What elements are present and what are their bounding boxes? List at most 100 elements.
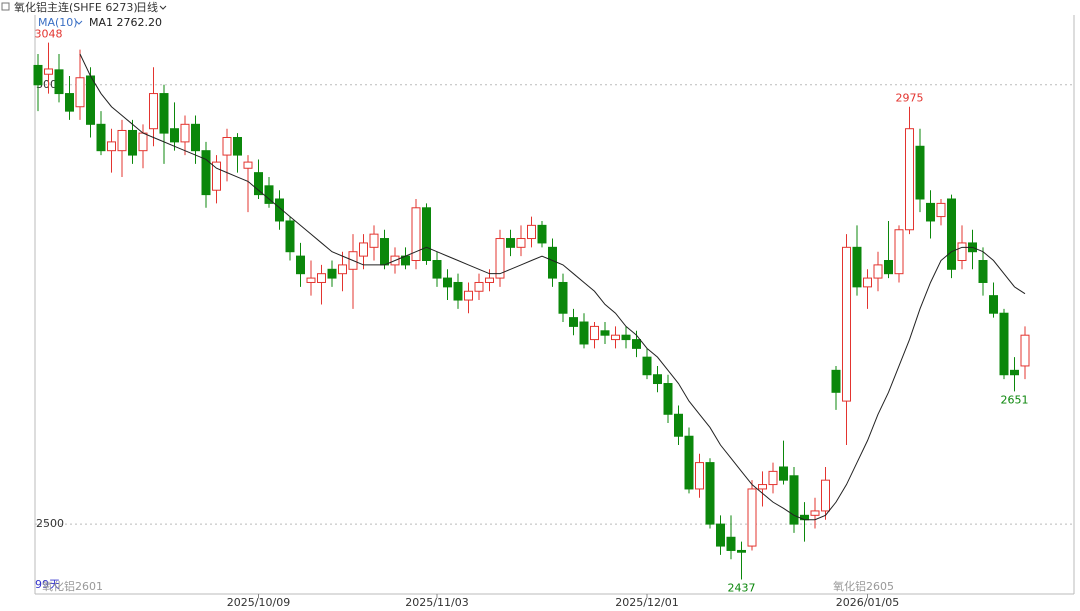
candle-body <box>663 383 673 415</box>
candle-body <box>54 69 64 95</box>
candle-body <box>894 229 904 275</box>
candle-body <box>233 136 242 156</box>
candle-body <box>117 129 127 152</box>
candle-body <box>33 64 43 86</box>
candle-body <box>149 93 158 130</box>
candle-body <box>600 330 610 336</box>
candle-body <box>863 277 872 288</box>
candle-body <box>611 334 620 341</box>
candle-body <box>821 479 830 512</box>
candle-body <box>705 462 715 525</box>
candle-body <box>1020 334 1030 367</box>
candle-body <box>516 238 526 248</box>
candle-body <box>296 255 305 275</box>
period[interactable]: 日线 <box>136 0 158 14</box>
candle-body <box>884 260 893 275</box>
candle-body <box>306 277 316 283</box>
candle-body <box>44 68 53 75</box>
candle-body <box>464 290 473 301</box>
high-label: 3048 <box>35 28 63 41</box>
candle-body <box>96 123 106 152</box>
candle-body <box>569 317 578 327</box>
candle-body <box>128 129 137 156</box>
candle-body <box>905 128 914 231</box>
candle-body <box>380 238 389 266</box>
y-tick-label: 2500 <box>36 517 64 530</box>
high-label: 2975 <box>896 92 924 105</box>
candle-body <box>453 281 463 301</box>
candle-body <box>222 136 232 156</box>
ma-line <box>79 53 1026 521</box>
x-tick-label: 2026/01/05 <box>836 596 899 609</box>
low-label: 2651 <box>1001 393 1029 406</box>
candle-body <box>978 260 988 283</box>
candle-body <box>338 264 347 275</box>
candle-body <box>443 277 452 288</box>
candle-body <box>926 202 935 222</box>
candle-body <box>1010 369 1019 376</box>
candle-body <box>537 224 547 244</box>
candle-body <box>831 369 841 393</box>
candle-body <box>852 246 862 288</box>
candle-body <box>527 224 536 240</box>
candle-body <box>579 321 589 345</box>
candle-body <box>254 172 263 196</box>
candle-body <box>243 161 253 169</box>
candle-body <box>138 132 148 152</box>
candle-body <box>716 523 725 547</box>
candle-body <box>317 273 326 283</box>
x-tick-label: 2025/10/09 <box>227 596 290 609</box>
days-count: 99天 <box>35 578 60 591</box>
candle-body <box>191 123 200 152</box>
candle-body <box>369 233 379 248</box>
candle-body <box>170 128 179 143</box>
candle-body <box>621 334 631 341</box>
candle-body <box>779 466 788 481</box>
candle-body <box>842 246 851 402</box>
candle-body <box>726 536 736 551</box>
candle-body <box>768 470 778 486</box>
candle-body <box>789 475 799 525</box>
candle-body <box>506 238 515 248</box>
candle-body <box>747 488 757 547</box>
candle-body <box>810 510 820 516</box>
candle-body <box>558 281 568 314</box>
candle-body <box>65 93 74 112</box>
candle-body <box>989 295 998 314</box>
contract-left: 氧化铝2601 <box>42 579 103 593</box>
candle-body <box>75 77 85 108</box>
period-chevron[interactable] <box>159 5 167 10</box>
indicator-chevron[interactable] <box>75 20 83 25</box>
candle-body <box>285 220 295 253</box>
candle-body <box>201 150 211 196</box>
candle-body <box>873 264 883 279</box>
candle-body <box>642 356 652 376</box>
candle-body <box>674 413 683 437</box>
candle-body <box>653 374 662 385</box>
candle-body <box>495 238 505 279</box>
menu-icon[interactable] <box>1 2 10 11</box>
candle-body <box>485 277 494 283</box>
indicator-name[interactable]: MA(10) <box>38 16 78 29</box>
candle-body <box>632 339 641 349</box>
candle-body <box>695 462 704 490</box>
low-label: 2437 <box>728 581 756 594</box>
candle-body <box>590 325 599 341</box>
candle-body <box>915 145 925 200</box>
candle-body <box>422 207 431 262</box>
instrument-title[interactable]: 氧化铝主连(SHFE 6273) <box>14 0 138 14</box>
candle-body <box>737 549 746 553</box>
candle-body <box>359 242 368 257</box>
candle-body <box>411 207 421 262</box>
candle-body <box>684 435 694 490</box>
candle-body <box>159 93 169 134</box>
candle-body <box>86 75 95 125</box>
candle-body <box>936 202 946 218</box>
candle-body <box>327 268 337 279</box>
candle-body <box>275 198 284 222</box>
candle-body <box>432 260 442 279</box>
ma-value: MA1 2762.20 <box>89 16 162 29</box>
candle-body <box>947 198 956 270</box>
